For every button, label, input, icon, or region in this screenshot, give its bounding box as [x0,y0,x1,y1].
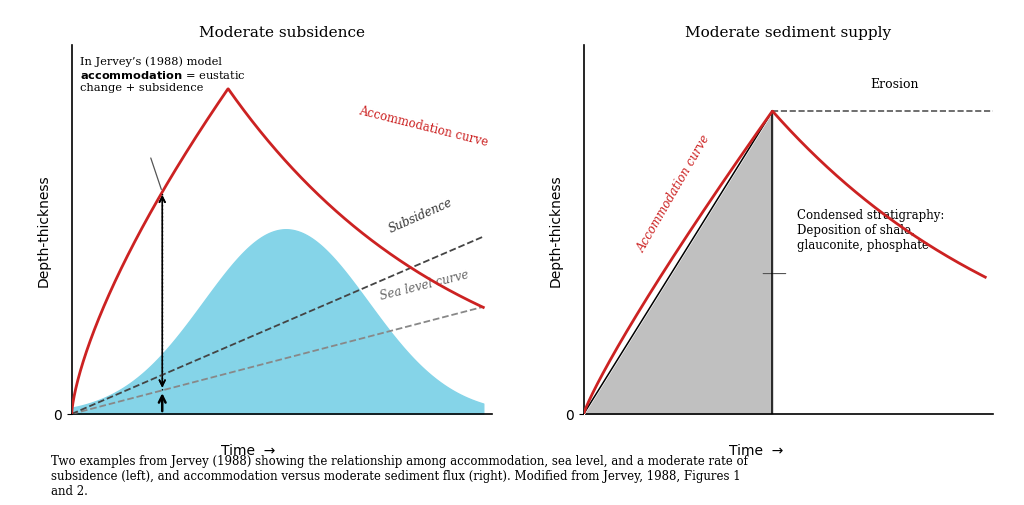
Y-axis label: Depth-thickness: Depth-thickness [37,174,50,286]
Text: Two examples from Jervey (1988) showing the relationship among accommodation, se: Two examples from Jervey (1988) showing … [51,454,749,497]
Text: Time  →: Time → [728,443,783,458]
Text: Accommodation curve: Accommodation curve [635,132,713,254]
Text: In Jervey’s (1988) model
$\mathbf{accommodation}$ = eustatic
change + subsidence: In Jervey’s (1988) model $\mathbf{accomm… [80,57,246,92]
Title: Moderate sediment supply: Moderate sediment supply [685,26,892,40]
Text: Condensed stratigraphy:
Deposition of shale,
glauconite, phosphate: Condensed stratigraphy: Deposition of sh… [797,209,944,251]
Text: Sea level curve: Sea level curve [378,268,470,302]
Text: Erosion: Erosion [870,78,919,90]
Text: Time  →: Time → [221,443,275,458]
Text: Subsidence: Subsidence [387,195,455,235]
Y-axis label: Depth-thickness: Depth-thickness [549,174,562,286]
Title: Moderate subsidence: Moderate subsidence [199,26,365,40]
Text: Accommodation curve: Accommodation curve [357,104,489,149]
